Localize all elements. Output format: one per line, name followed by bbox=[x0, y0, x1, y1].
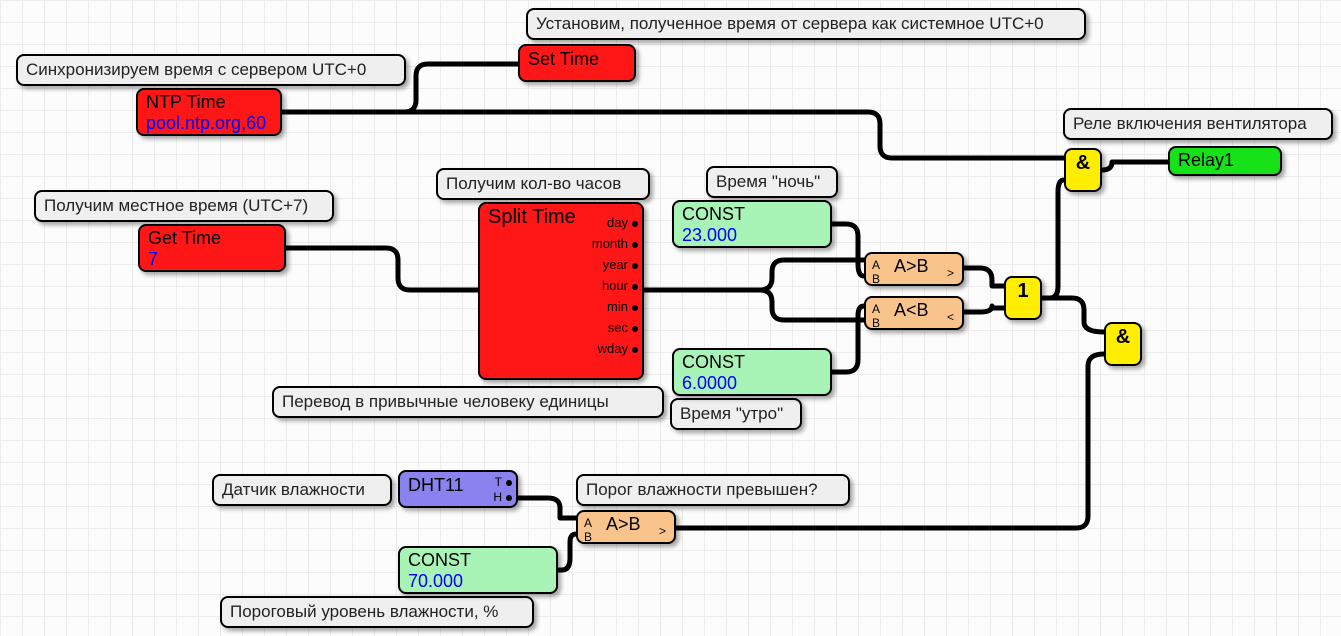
port-h: H bbox=[493, 490, 512, 504]
node-param: 23.000 bbox=[682, 225, 822, 246]
node-and-1[interactable]: & bbox=[1064, 148, 1102, 192]
node-title: Relay1 bbox=[1178, 150, 1234, 170]
node-dht11[interactable]: DHT11 T H bbox=[398, 470, 518, 508]
node-title: Split Time bbox=[488, 206, 576, 228]
node-or[interactable]: 1 bbox=[1004, 276, 1042, 320]
node-title: Set Time bbox=[528, 49, 599, 69]
port-labels: AB bbox=[872, 302, 880, 330]
node-symbol: > bbox=[947, 266, 954, 280]
node-title: DHT11 bbox=[408, 475, 464, 495]
comment-humidity-sensor[interactable]: Датчик влажности bbox=[212, 474, 392, 506]
diagram-canvas[interactable]: Синхронизируем время с сервером UTC+0 Ус… bbox=[0, 0, 1341, 636]
node-split-time[interactable]: Split Time day month year hour min sec w… bbox=[478, 202, 644, 380]
comment-humidity-threshold[interactable]: Пороговый уровень влажности, % bbox=[220, 596, 534, 628]
split-ports: day month year hour min sec wday bbox=[592, 212, 638, 359]
comment-relay[interactable]: Реле включения вентилятора bbox=[1063, 108, 1333, 140]
comment-text: Реле включения вентилятора bbox=[1073, 114, 1307, 133]
port-labels: AB bbox=[872, 258, 880, 286]
node-symbol: < bbox=[947, 310, 954, 324]
comment-get-hours[interactable]: Получим кол-во часов bbox=[436, 168, 650, 200]
comment-text: Получим кол-во часов bbox=[446, 174, 621, 193]
node-title: Get Time bbox=[148, 228, 221, 248]
comment-text: Время "утро" bbox=[680, 404, 783, 423]
comment-text: Синхронизируем время с сервером UTC+0 bbox=[26, 60, 366, 79]
comment-text: Время "ночь" bbox=[716, 172, 820, 191]
node-title: 1 bbox=[1017, 280, 1028, 302]
comment-text: Перевод в привычные человеку единицы bbox=[282, 392, 609, 411]
comment-set-utc[interactable]: Установим, полученное время от сервера к… bbox=[526, 8, 1086, 40]
comment-human-units[interactable]: Перевод в привычные человеку единицы bbox=[272, 386, 664, 418]
port-t: T bbox=[495, 475, 512, 489]
node-and-2[interactable]: & bbox=[1104, 322, 1142, 366]
node-title: CONST bbox=[682, 352, 745, 372]
node-title: CONST bbox=[682, 204, 745, 224]
node-title: CONST bbox=[408, 550, 471, 570]
comment-morning[interactable]: Время "утро" bbox=[670, 398, 802, 430]
comment-text: Получим местное время (UTC+7) bbox=[44, 196, 308, 215]
node-get-time[interactable]: Get Time 7 bbox=[138, 224, 286, 272]
node-compare-gt[interactable]: AB A>B > bbox=[864, 252, 964, 286]
comment-humidity-question[interactable]: Порог влажности превышен? bbox=[576, 474, 850, 506]
node-relay[interactable]: Relay1 bbox=[1168, 146, 1282, 176]
node-title: & bbox=[1076, 152, 1090, 174]
comment-text: Установим, полученное время от сервера к… bbox=[536, 14, 1044, 33]
node-ntp-time[interactable]: NTP Time pool.ntp.org,60 bbox=[136, 88, 282, 136]
comment-night[interactable]: Время "ночь" bbox=[706, 166, 838, 198]
node-title: A<B bbox=[894, 300, 929, 320]
node-title: NTP Time bbox=[146, 92, 226, 112]
node-param: pool.ntp.org,60 bbox=[146, 113, 272, 134]
node-const-70[interactable]: CONST 70.000 bbox=[398, 546, 558, 594]
node-title: & bbox=[1116, 326, 1130, 348]
node-param: 7 bbox=[148, 249, 276, 270]
node-title: A>B bbox=[606, 514, 641, 534]
node-param: 70.000 bbox=[408, 571, 548, 592]
node-set-time[interactable]: Set Time bbox=[518, 44, 636, 82]
node-symbol: > bbox=[659, 524, 666, 538]
comment-local-time[interactable]: Получим местное время (UTC+7) bbox=[34, 190, 334, 222]
node-const-6[interactable]: CONST 6.0000 bbox=[672, 348, 832, 396]
comment-text: Датчик влажности bbox=[222, 480, 365, 499]
node-compare-gt-2[interactable]: AB A>B > bbox=[576, 510, 676, 544]
comment-text: Пороговый уровень влажности, % bbox=[230, 602, 498, 621]
port-labels: AB bbox=[584, 516, 592, 544]
node-const-23[interactable]: CONST 23.000 bbox=[672, 200, 832, 248]
node-compare-lt[interactable]: AB A<B < bbox=[864, 296, 964, 330]
node-param: 6.0000 bbox=[682, 373, 822, 394]
node-title: A>B bbox=[894, 256, 929, 276]
comment-sync-utc[interactable]: Синхронизируем время с сервером UTC+0 bbox=[16, 54, 406, 86]
comment-text: Порог влажности превышен? bbox=[586, 480, 818, 499]
